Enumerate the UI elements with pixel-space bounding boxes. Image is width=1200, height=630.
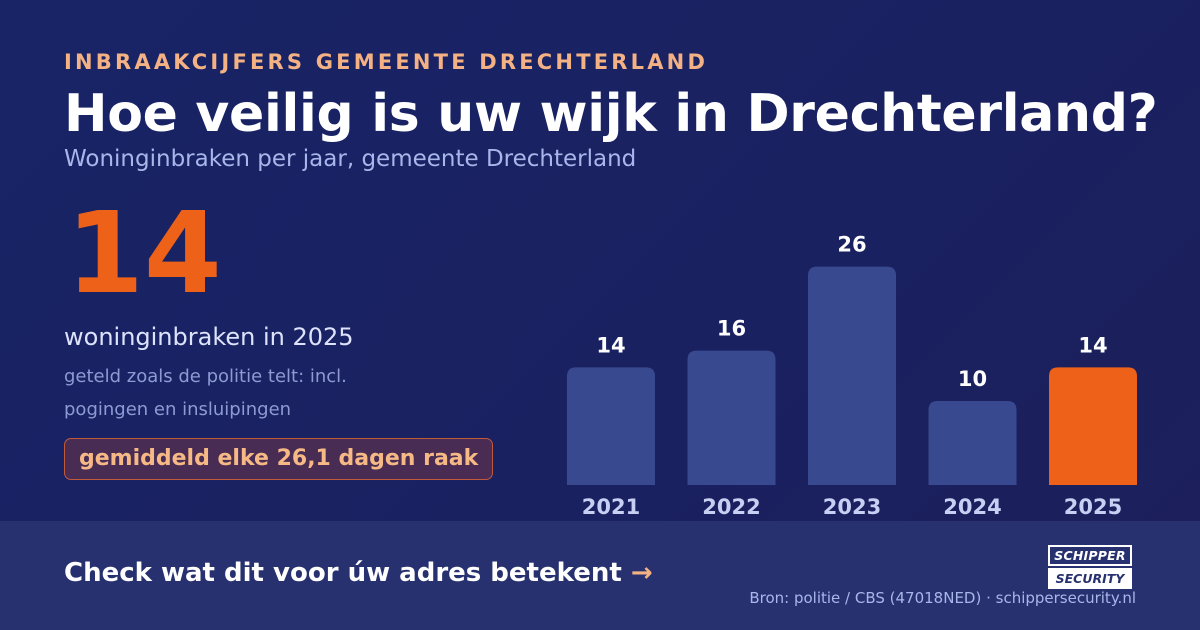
bar-2022 [687,350,776,485]
page-subtitle: Woninginbraken per jaar, gemeente Drecht… [64,146,637,172]
source-credit: Bron: politie / CBS (47018NED) · schippe… [749,589,1136,607]
method-note: geteld zoals de politie telt: incl. pogi… [64,366,347,420]
tick-label-2023: 2023 [823,495,881,519]
value-label-2023: 26 [837,233,866,257]
tick-label-2021: 2021 [582,495,640,519]
value-label-2025: 14 [1078,333,1107,357]
headline-label: woninginbraken in 2025 [64,323,354,351]
value-label-2024: 10 [958,367,987,391]
brand-logo: SCHIPPER SECURITY [1048,545,1132,589]
logo-line-1: SCHIPPER [1048,545,1132,566]
bar-2023 [808,266,896,485]
eyebrow: INBRAAKCIJFERS GEMEENTE DRECHTERLAND [64,50,709,74]
bar-2024 [928,401,1017,485]
tick-label-2024: 2024 [943,495,1001,519]
bar-2021 [567,367,655,485]
frequency-badge: gemiddeld elke 26,1 dagen raak [64,438,494,480]
logo-line-2: SECURITY [1048,568,1132,589]
tick-label-2022: 2022 [702,495,760,519]
cta-text: Check wat dit voor úw adres betekent [64,558,622,588]
bar-2025 [1049,367,1137,485]
value-label-2022: 16 [717,317,746,341]
page-title: Hoe veilig is uw wijk in Drechterland? [64,84,1158,144]
value-label-2021: 14 [596,333,625,357]
cta-link[interactable]: Check wat dit voor úw adres betekent → [64,558,653,588]
bar-chart: 14 2021 16 2022 26 2023 10 2024 14 2025 [567,233,1137,519]
tick-label-2025: 2025 [1064,495,1122,519]
headline-number: 14 [66,189,222,319]
arrow-right-icon: → [630,558,653,588]
footer-bar: Check wat dit voor úw adres betekent → S… [0,521,1200,630]
